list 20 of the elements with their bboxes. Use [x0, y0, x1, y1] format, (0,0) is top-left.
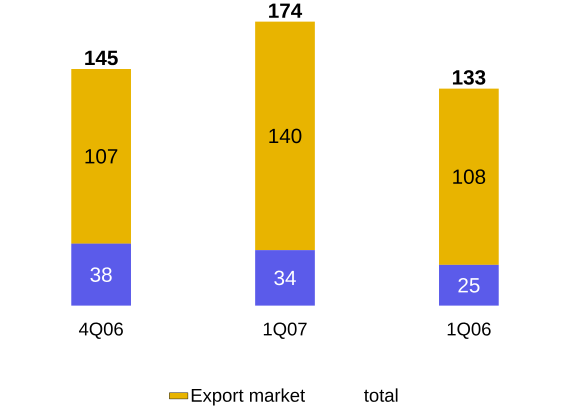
- legend-label: Export market: [192, 388, 306, 406]
- bar: [71, 244, 131, 306]
- bar: [255, 22, 315, 250]
- x-tick-label: 1Q06: [448, 322, 491, 340]
- data-label: 34: [274, 270, 296, 286]
- total-label: 174: [269, 4, 302, 18]
- total-label: 145: [85, 50, 118, 66]
- data-label: 107: [85, 149, 118, 164]
- bar: [439, 88, 499, 266]
- data-label: 25: [458, 278, 480, 293]
- bar: [255, 250, 315, 306]
- x-tick-label: 4Q06: [78, 322, 123, 340]
- bar: [439, 265, 499, 306]
- bar: [71, 69, 131, 244]
- total-label: 133: [452, 70, 486, 85]
- x-tick-label: 1Q07: [264, 322, 307, 340]
- text: total: [364, 388, 398, 402]
- data-label: 38: [90, 268, 112, 282]
- data-label: 108: [453, 170, 486, 184]
- data-label: 140: [269, 128, 302, 144]
